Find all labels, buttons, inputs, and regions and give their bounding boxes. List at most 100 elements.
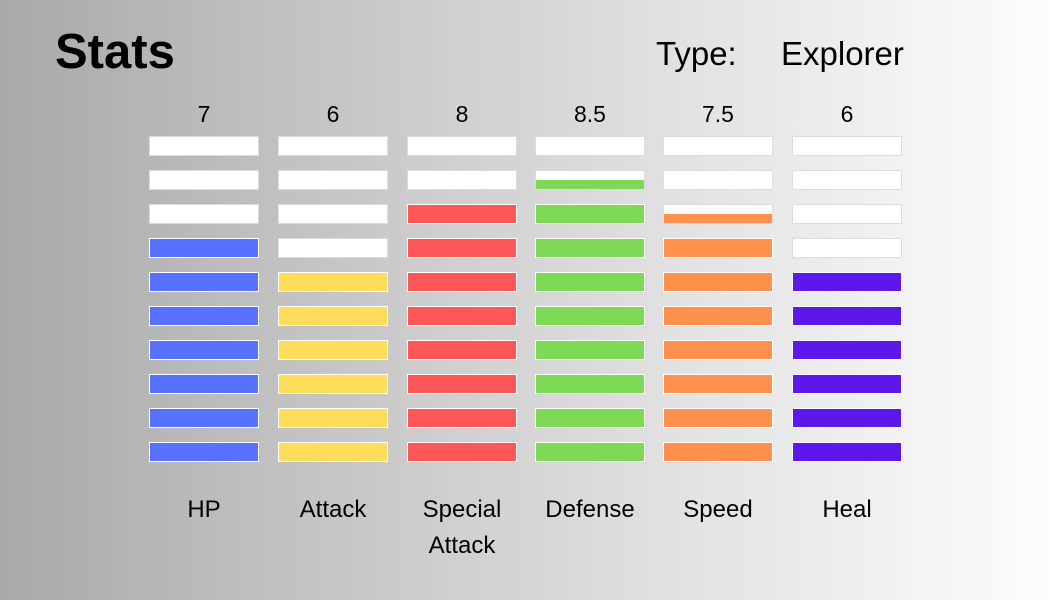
stat-value-hp: 7 — [197, 101, 211, 127]
stat-bar-fill-heal-1 — [793, 443, 901, 461]
stat-bar-fill-special-attack-7 — [408, 239, 516, 257]
stat-bar-fill-special-attack-3 — [408, 375, 516, 393]
stat-bars-special-attack — [407, 136, 517, 462]
stat-bar-fill-speed-7 — [664, 239, 772, 257]
stat-bar-segment-heal-3 — [792, 374, 902, 394]
stat-column-defense: 8.5 Defense — [535, 0, 645, 600]
stat-bar-fill-attack-6 — [279, 273, 387, 291]
stat-bar-fill-special-attack-5 — [408, 307, 516, 325]
stat-bar-segment-hp-3 — [149, 374, 259, 394]
stat-bar-fill-hp-7 — [150, 239, 258, 257]
stat-bar-fill-attack-5 — [279, 307, 387, 325]
stat-bar-fill-hp-6 — [150, 273, 258, 291]
stat-bar-fill-speed-8 — [664, 214, 772, 223]
stat-bars-hp — [149, 136, 259, 462]
stat-bar-segment-heal-2 — [792, 408, 902, 428]
stat-column-attack: 6 Attack — [278, 0, 388, 600]
stat-bar-fill-special-attack-6 — [408, 273, 516, 291]
stat-bar-fill-heal-5 — [793, 307, 901, 325]
stat-bar-fill-attack-3 — [279, 375, 387, 393]
stat-bar-segment-speed-5 — [663, 306, 773, 326]
stat-bar-fill-hp-2 — [150, 409, 258, 427]
stat-label-attack: Attack — [299, 496, 367, 523]
stat-bars-heal — [792, 136, 902, 462]
stat-bar-segment-speed-10 — [663, 136, 773, 156]
stat-label-special-attack: Special Attack — [422, 496, 502, 559]
stat-bar-fill-hp-3 — [150, 375, 258, 393]
stat-bar-segment-speed-6 — [663, 272, 773, 292]
stat-bar-fill-defense-4 — [536, 341, 644, 359]
stat-bar-segment-defense-7 — [535, 238, 645, 258]
stat-bar-fill-speed-5 — [664, 307, 772, 325]
stat-bar-segment-special-attack-6 — [407, 272, 517, 292]
stat-bar-fill-hp-4 — [150, 341, 258, 359]
stat-bar-segment-defense-10 — [535, 136, 645, 156]
stat-bar-segment-attack-1 — [278, 442, 388, 462]
stat-bar-fill-defense-2 — [536, 409, 644, 427]
stat-label-hp: HP — [187, 496, 221, 523]
stat-bar-fill-defense-9 — [536, 180, 644, 189]
stat-value-defense: 8.5 — [574, 101, 606, 127]
stat-bar-fill-defense-6 — [536, 273, 644, 291]
stat-bar-segment-attack-2 — [278, 408, 388, 428]
stat-value-speed: 7.5 — [702, 101, 734, 127]
stat-bar-fill-special-attack-1 — [408, 443, 516, 461]
page-title: Stats — [55, 25, 175, 79]
stat-bar-fill-hp-5 — [150, 307, 258, 325]
stat-bar-segment-speed-3 — [663, 374, 773, 394]
stat-label-heal: Heal — [822, 496, 872, 523]
stat-value-special-attack: 8 — [455, 101, 469, 127]
stat-bar-fill-hp-1 — [150, 443, 258, 461]
stat-bar-segment-special-attack-8 — [407, 204, 517, 224]
stat-bar-segment-speed-7 — [663, 238, 773, 258]
stat-bar-segment-special-attack-9 — [407, 170, 517, 190]
stat-bar-segment-hp-5 — [149, 306, 259, 326]
stat-bars-attack — [278, 136, 388, 462]
stat-bar-fill-heal-2 — [793, 409, 901, 427]
stat-bar-fill-speed-6 — [664, 273, 772, 291]
stat-bar-segment-speed-1 — [663, 442, 773, 462]
stat-bar-segment-special-attack-4 — [407, 340, 517, 360]
stat-column-hp: 7 HP — [149, 0, 259, 600]
stat-bar-fill-special-attack-2 — [408, 409, 516, 427]
stat-bar-fill-defense-7 — [536, 239, 644, 257]
stat-bar-segment-attack-5 — [278, 306, 388, 326]
stat-bar-segment-hp-1 — [149, 442, 259, 462]
stat-bar-segment-special-attack-2 — [407, 408, 517, 428]
stat-bar-fill-attack-1 — [279, 443, 387, 461]
stat-bar-segment-defense-4 — [535, 340, 645, 360]
stat-bar-segment-heal-9 — [792, 170, 902, 190]
stat-bar-segment-speed-4 — [663, 340, 773, 360]
stat-bar-fill-special-attack-8 — [408, 205, 516, 223]
stat-bar-segment-hp-7 — [149, 238, 259, 258]
stat-value-attack: 6 — [326, 101, 340, 127]
stat-column-heal: 6 Heal — [792, 0, 902, 600]
stat-bar-segment-heal-10 — [792, 136, 902, 156]
stat-bar-segment-heal-5 — [792, 306, 902, 326]
stat-bar-fill-heal-6 — [793, 273, 901, 291]
stat-bars-speed — [663, 136, 773, 462]
stat-label-speed: Speed — [683, 496, 753, 523]
stat-bar-segment-heal-8 — [792, 204, 902, 224]
stat-bar-fill-defense-5 — [536, 307, 644, 325]
stat-bar-segment-heal-6 — [792, 272, 902, 292]
stat-bar-fill-defense-1 — [536, 443, 644, 461]
stat-bar-segment-hp-2 — [149, 408, 259, 428]
stat-bar-segment-attack-3 — [278, 374, 388, 394]
stat-bars-defense — [535, 136, 645, 462]
stat-bar-segment-heal-4 — [792, 340, 902, 360]
stat-bar-segment-hp-8 — [149, 204, 259, 224]
stat-bar-segment-attack-10 — [278, 136, 388, 156]
stat-bar-fill-heal-4 — [793, 341, 901, 359]
stat-bar-segment-hp-6 — [149, 272, 259, 292]
stat-bar-segment-special-attack-3 — [407, 374, 517, 394]
stat-bar-segment-special-attack-7 — [407, 238, 517, 258]
stat-bar-segment-attack-9 — [278, 170, 388, 190]
stat-bar-fill-speed-4 — [664, 341, 772, 359]
stat-bar-segment-special-attack-1 — [407, 442, 517, 462]
stat-bar-segment-attack-4 — [278, 340, 388, 360]
stat-bar-segment-heal-1 — [792, 442, 902, 462]
stat-bar-segment-defense-9 — [535, 170, 645, 190]
stat-bar-segment-attack-8 — [278, 204, 388, 224]
stat-bar-segment-defense-2 — [535, 408, 645, 428]
